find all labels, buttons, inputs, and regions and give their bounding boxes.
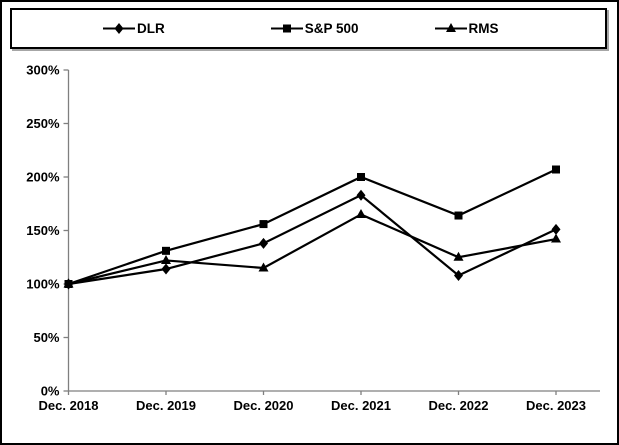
data-point-square (552, 165, 560, 174)
x-tick-label: Dec. 2023 (526, 398, 586, 413)
data-point-diamond (454, 269, 463, 281)
data-point-triangle (453, 251, 464, 261)
square-marker-icon (270, 24, 303, 33)
diamond-marker-icon (103, 23, 135, 34)
legend-item-s-p-500: S&P 500 (270, 21, 359, 36)
y-tick-label: 200% (26, 170, 60, 185)
data-point-triangle (161, 254, 171, 264)
data-point-diamond (161, 263, 171, 275)
x-tick-label: Dec. 2021 (331, 398, 391, 413)
data-point-square (162, 246, 170, 255)
axis-lines (67, 70, 600, 392)
data-point-triangle (63, 278, 74, 288)
x-tick-label: Dec. 2022 (429, 398, 489, 413)
legend-label: RMS (468, 21, 499, 36)
series-line-DLR (68, 193, 557, 286)
data-point-triangle (258, 262, 269, 272)
chart-legend: DLR S&P 500 RMS (10, 8, 607, 49)
legend-label: S&P 500 (304, 21, 359, 36)
series-line-SP500 (68, 168, 557, 286)
data-point-square (357, 173, 365, 181)
legend-item-dlr: DLR (102, 21, 165, 36)
y-tick-label: 50% (33, 330, 59, 345)
y-tick-label: 0% (41, 384, 60, 399)
y-tick-label: 100% (26, 277, 60, 292)
data-point-diamond (551, 223, 561, 235)
data-point-triangle (356, 208, 366, 218)
x-tick-label: Dec. 2018 (39, 398, 99, 413)
x-tick-label: Dec. 2019 (136, 398, 196, 413)
data-point-triangle (551, 233, 561, 243)
data-point-diamond (356, 189, 366, 201)
series-line-RMS (68, 213, 557, 286)
legend-label: DLR (137, 21, 165, 36)
data-point-square (454, 211, 463, 220)
data-point-diamond (259, 237, 268, 249)
x-tick-label: Dec. 2020 (234, 398, 294, 413)
data-point-square (259, 220, 268, 229)
triangle-marker-icon (434, 23, 467, 32)
y-tick-label: 300% (26, 63, 60, 78)
y-tick-label: 150% (26, 223, 60, 238)
legend-item-rms: RMS (434, 21, 499, 36)
y-tick-label: 250% (26, 116, 60, 131)
